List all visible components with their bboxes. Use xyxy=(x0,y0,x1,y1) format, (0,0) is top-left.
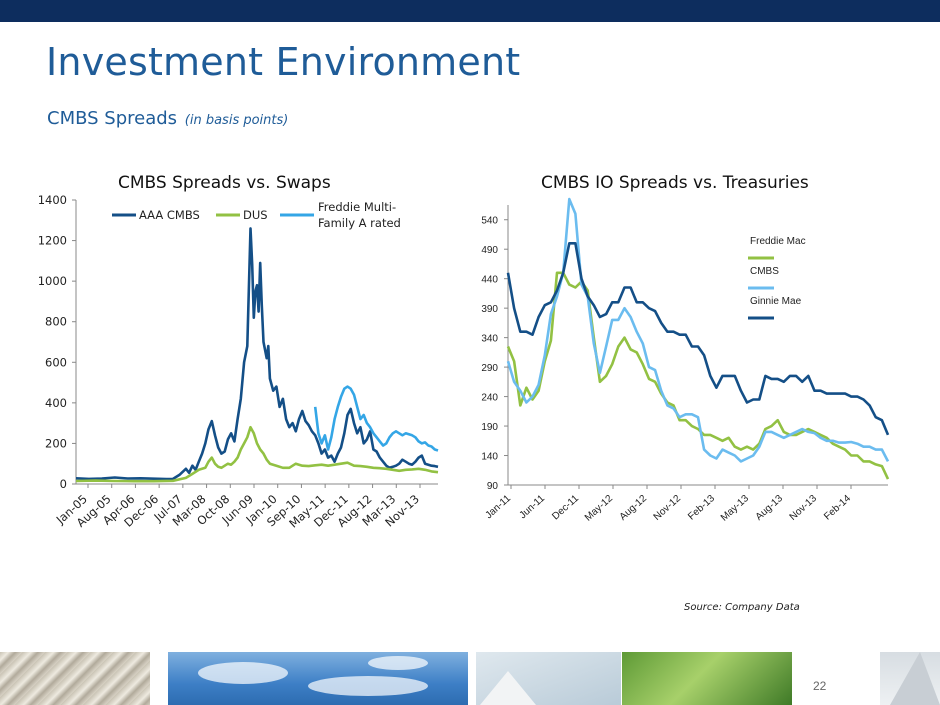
header-bar xyxy=(0,0,940,22)
chart2-series-line-0 xyxy=(506,271,890,480)
chart1-legend-label-freddie: Freddie Multi- xyxy=(318,200,396,214)
chart1-y-tick-label: 1200 xyxy=(38,234,67,248)
chart1-series-line-0 xyxy=(75,227,439,481)
chart2-x-tick-label: Dec-11 xyxy=(550,493,581,523)
chart2-series-line-2 xyxy=(506,242,890,436)
leaf-image xyxy=(622,652,792,705)
chart2-x-tick-label: May-12 xyxy=(583,493,615,524)
chart1-legend-label-freddie-2: Family A rated xyxy=(318,216,401,230)
chart2-y-tick-label: 90 xyxy=(487,481,499,492)
chart1-y-tick-label: 800 xyxy=(45,315,67,329)
chart2-x-tick-label: Feb-14 xyxy=(822,493,853,523)
chart2-series-line-1 xyxy=(506,197,890,463)
chart1-series-line-2 xyxy=(313,385,439,452)
chart2-x-tick-label: Feb-13 xyxy=(686,493,717,523)
chart2-title: CMBS IO Spreads vs. Treasuries xyxy=(541,173,809,193)
chart2-x-tick-label: Aug-13 xyxy=(754,493,786,523)
chart2-y-tick-label: 390 xyxy=(481,304,498,315)
chart2-y-tick-label: 290 xyxy=(481,363,498,374)
chart2-legend: Freddie Mac CMBS Ginnie Mae xyxy=(748,236,806,320)
chart2-legend-label-2: Ginnie Mae xyxy=(750,296,802,307)
subtitle-note: (in basis points) xyxy=(184,113,289,128)
chart1-y-tick-label: 1000 xyxy=(38,274,67,288)
chart2-y-tick-label: 540 xyxy=(481,216,498,227)
chart1-y-tick-label: 0 xyxy=(60,477,67,491)
chart2-x-tick-label: May-13 xyxy=(719,493,751,524)
chart2-x-tick-label: Nov-13 xyxy=(788,493,820,523)
chart2-x-tick-label: Jun-11 xyxy=(517,493,547,521)
chart2-y-tick-label: 190 xyxy=(481,422,498,433)
chart1-y-tick-label: 200 xyxy=(45,436,67,450)
chart2-x-tick-label: Nov-12 xyxy=(652,493,684,523)
chart2-svg: 90 140 190 240 290 340 390 440 490 540 Jan-11 Jun-1… xyxy=(481,197,890,524)
subtitle-text: CMBS Spreads xyxy=(47,108,178,129)
chart1-y-tick-label: 1400 xyxy=(38,193,67,207)
chart1-title: CMBS Spreads vs. Swaps xyxy=(118,173,331,193)
chart1-series-line-1 xyxy=(75,425,439,483)
chart1-legend-label-aaa: AAA CMBS xyxy=(139,208,200,222)
footer-image-strip xyxy=(0,652,940,705)
chart2-x-tick-label: Jan-11 xyxy=(483,493,513,521)
page-subtitle: CMBS Spreads (in basis points) xyxy=(47,108,288,129)
chart2-legend-label-0: Freddie Mac xyxy=(750,236,806,247)
chart1-legend-label-dus: DUS xyxy=(243,208,268,222)
rope-image xyxy=(0,652,150,705)
sky-image xyxy=(168,652,468,705)
chart2-y-tick-label: 240 xyxy=(481,393,498,404)
page-title: Investment Environment xyxy=(46,40,521,84)
chart2-x-tick-label: Aug-12 xyxy=(618,493,650,523)
chart1-y-tick-label: 600 xyxy=(45,355,67,369)
source-note: Source: Company Data xyxy=(684,602,800,613)
chart2-legend-label-1: CMBS xyxy=(750,266,779,277)
page-number: 22 xyxy=(813,679,827,693)
chart1-svg: 0200400600800100012001400Jan-05Aug-05Apr… xyxy=(38,193,439,531)
chart2-y-tick-label: 440 xyxy=(481,275,498,286)
chart1-legend: AAA CMBS DUS Freddie Multi- Family A rated xyxy=(112,200,401,230)
chart2-y-tick-label: 340 xyxy=(481,334,498,345)
chart2-y-tick-label: 490 xyxy=(481,245,498,256)
chart1-y-tick-label: 400 xyxy=(45,396,67,410)
chart2-y-tick-label: 140 xyxy=(481,452,498,463)
